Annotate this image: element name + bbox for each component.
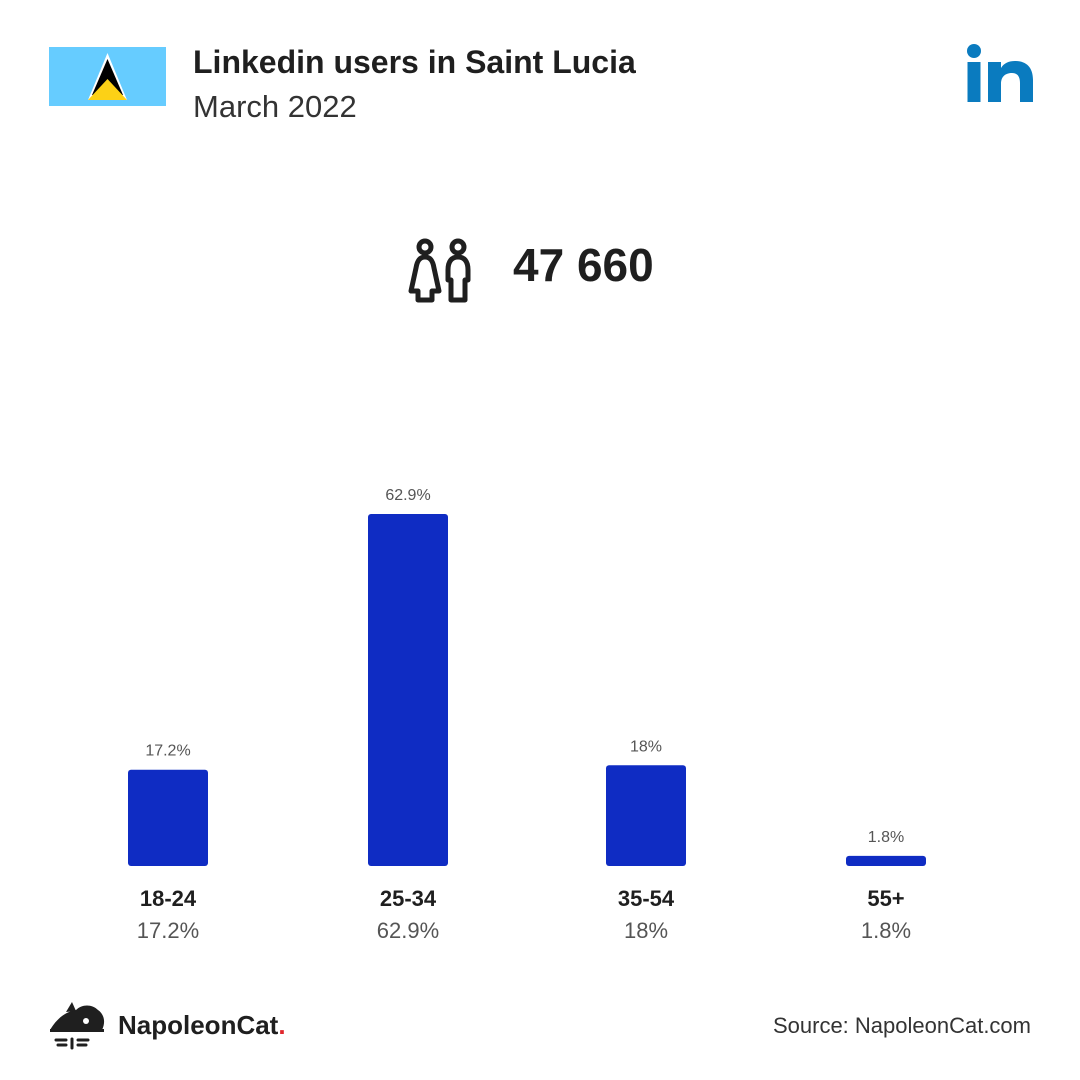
bar-25-34 <box>368 514 448 866</box>
napoleoncat-logo-icon <box>50 1002 105 1050</box>
total-users-value: 47 660 <box>513 239 654 291</box>
brand-name: NapoleonCat. <box>118 1010 286 1041</box>
bar-value-label: 18% <box>630 738 662 755</box>
bar-35-54 <box>606 765 686 866</box>
category-label: 35-54 <box>618 886 675 911</box>
bar-value-label: 62.9% <box>385 487 430 504</box>
category-label: 18-24 <box>140 886 197 911</box>
people-icon <box>408 238 471 303</box>
category-value-label: 62.9% <box>377 918 439 943</box>
bar-55+ <box>846 855 926 866</box>
brand-name-text: NapoleonCat <box>118 1010 279 1040</box>
category-value-label: 17.2% <box>137 918 199 943</box>
bar-value-label: 1.8% <box>868 829 904 846</box>
category-label: 25-34 <box>380 886 437 911</box>
bar-18-24 <box>128 769 208 866</box>
bar-value-label: 17.2% <box>145 743 190 760</box>
source-credit: Source: NapoleonCat.com <box>772 1013 1031 1038</box>
linkedin-icon <box>967 44 1033 102</box>
saint-lucia-flag-icon <box>49 47 166 106</box>
category-label: 55+ <box>867 886 904 911</box>
page-title: Linkedin users in Saint Lucia <box>193 44 636 80</box>
category-value-label: 1.8% <box>861 918 911 943</box>
page-subtitle: March 2022 <box>193 89 357 124</box>
brand-dot: . <box>278 1010 286 1040</box>
category-value-label: 18% <box>624 918 668 943</box>
